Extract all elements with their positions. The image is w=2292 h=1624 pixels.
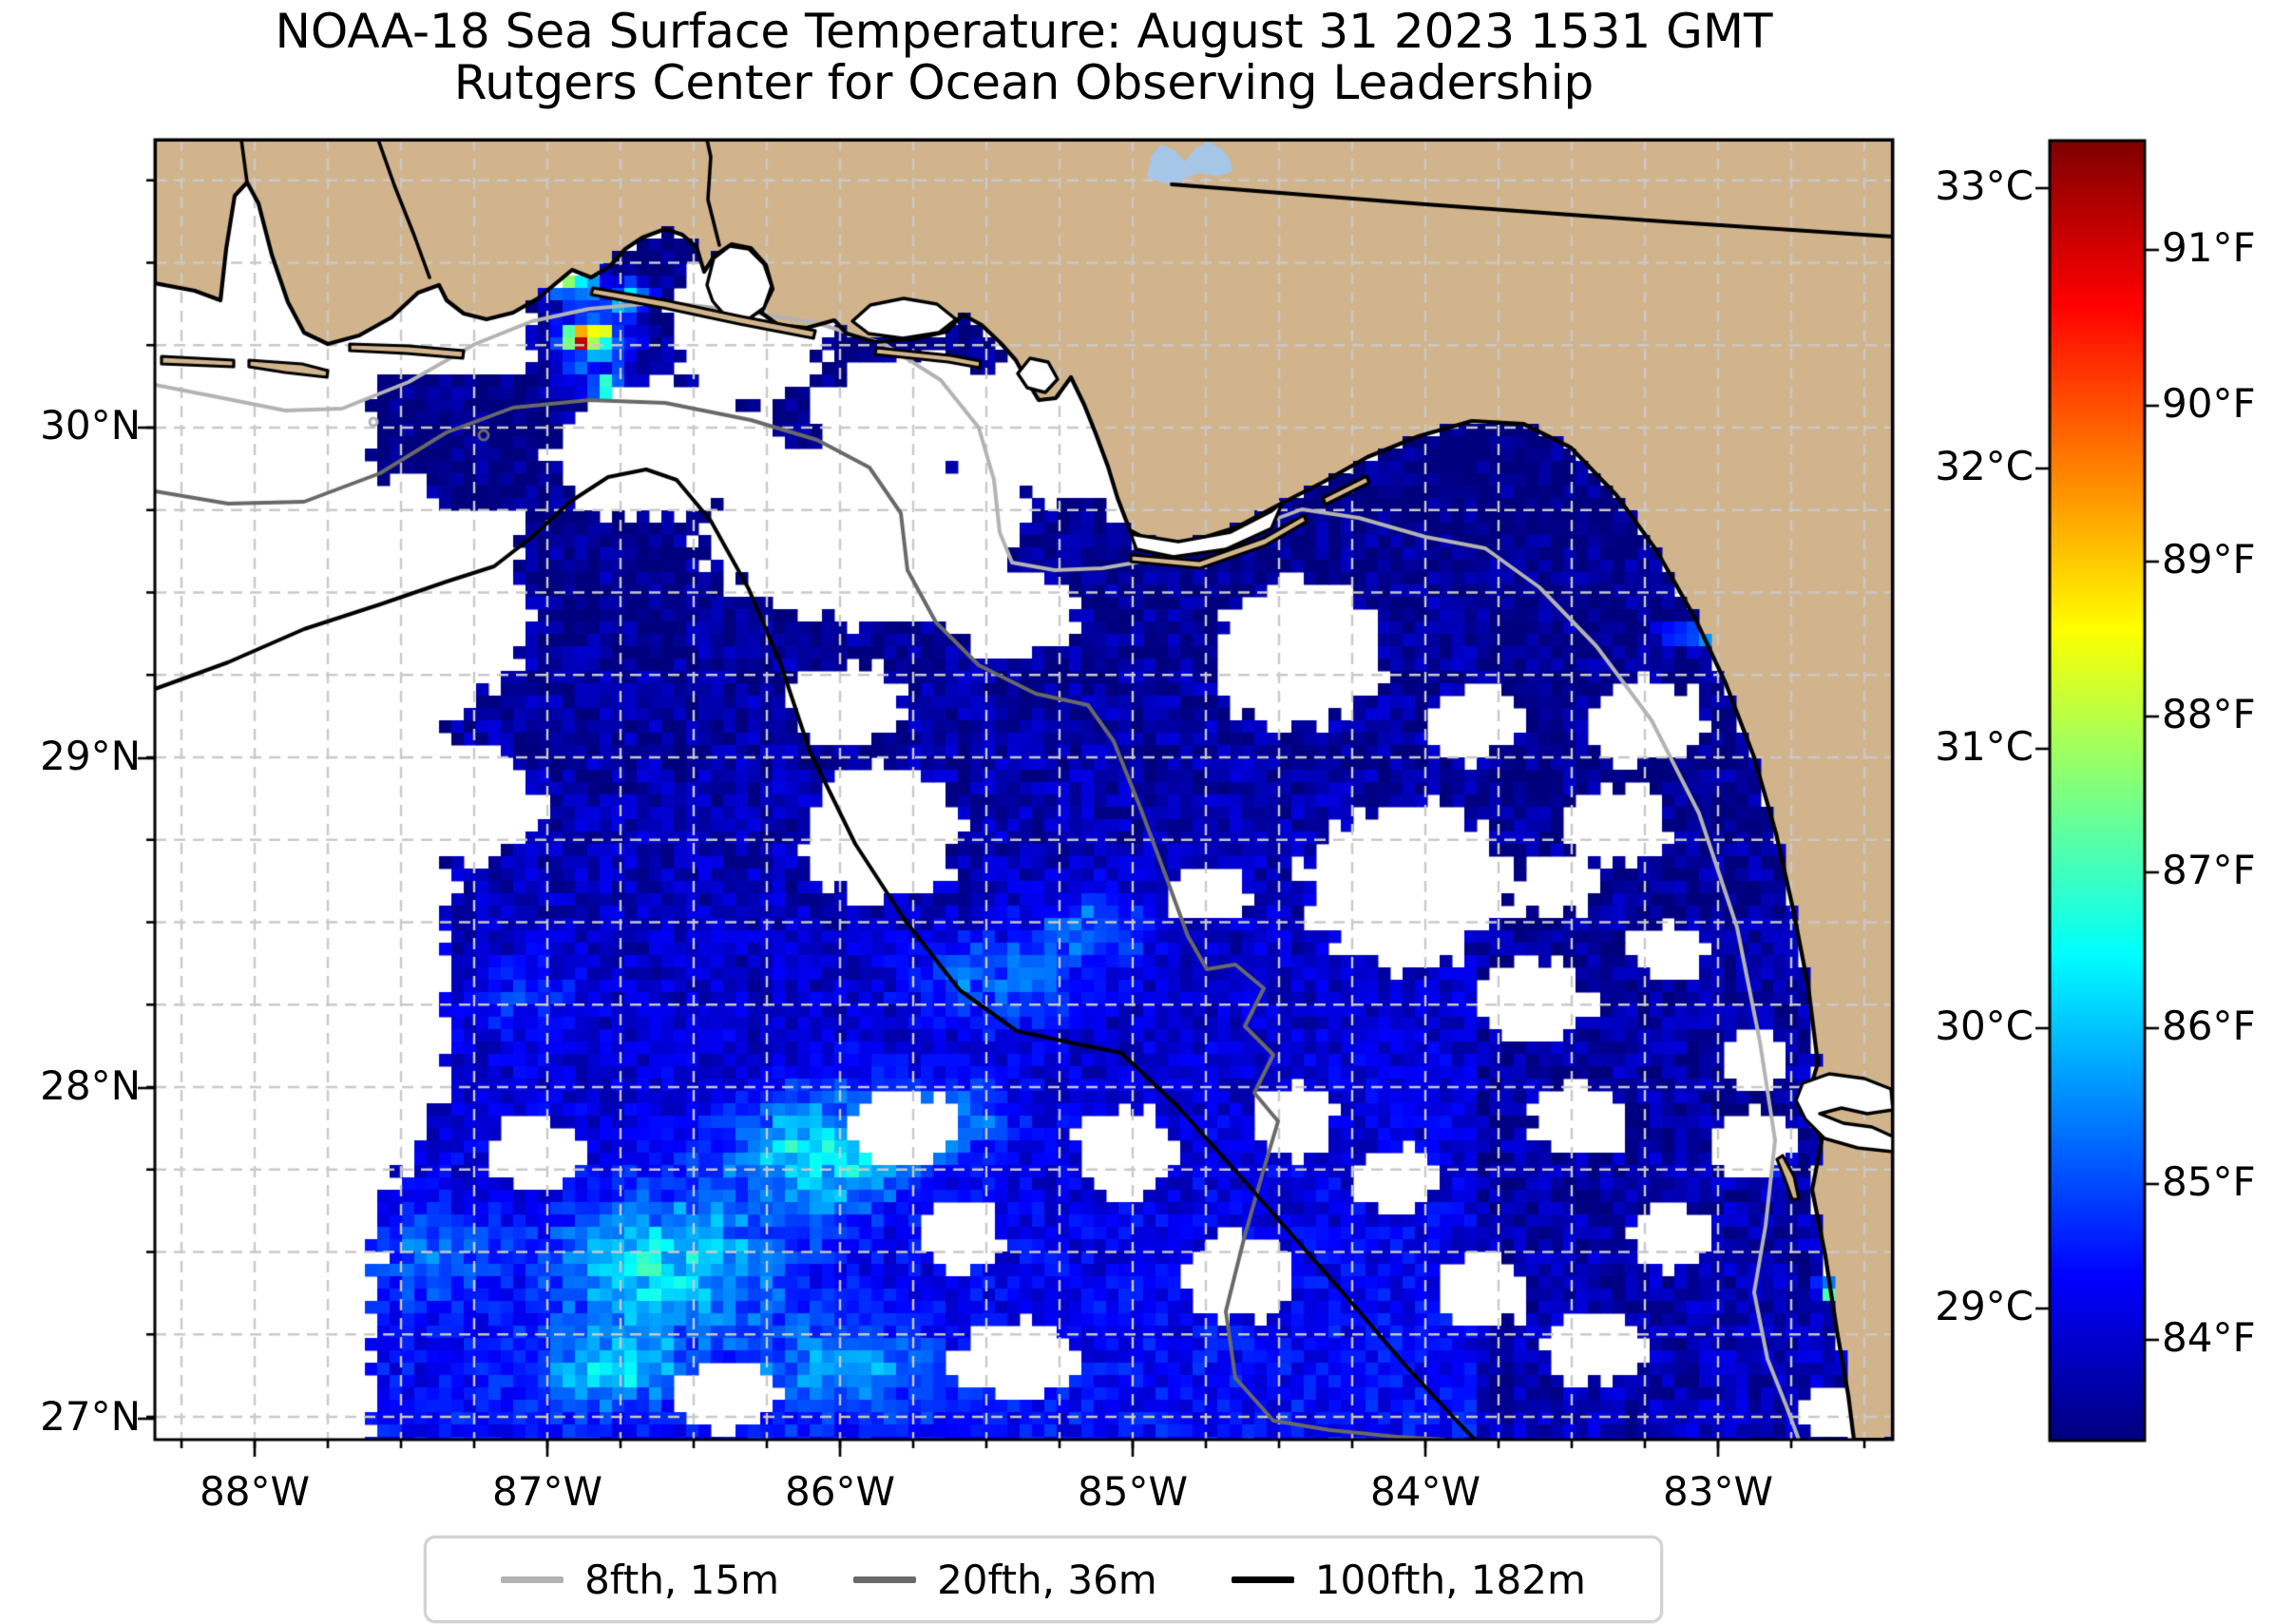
- colorbar-fahrenheit-label: 90°F: [2162, 380, 2256, 428]
- colorbar-celsius-label: 32°C: [1935, 443, 2034, 490]
- x-tick-label: 85°W: [1078, 1468, 1188, 1515]
- contour-line-swatch-100fth: [1231, 1576, 1294, 1583]
- legend-label-8fth: 8fth, 15m: [584, 1556, 779, 1603]
- colorbar-celsius-label: 33°C: [1935, 162, 2034, 210]
- colorbar-fahrenheit-label: 87°F: [2162, 847, 2256, 894]
- legend-label-100fth: 100fth, 182m: [1314, 1556, 1586, 1603]
- x-tick-label: 87°W: [492, 1468, 602, 1515]
- bathymetry-legend: 8fth, 15m 20fth, 36m 100fth, 182m: [424, 1536, 1663, 1623]
- colorbar-fahrenheit-label: 88°F: [2162, 691, 2256, 738]
- contour-line-swatch-20fth: [853, 1576, 917, 1583]
- colorbar-fahrenheit-label: 89°F: [2162, 536, 2256, 583]
- y-tick-label: 27°N: [40, 1393, 141, 1441]
- legend-item-20fth: 20fth, 36m: [853, 1557, 1157, 1603]
- contour-line-swatch-8fth: [501, 1576, 564, 1583]
- x-tick-label: 88°W: [200, 1468, 310, 1515]
- colorbar-celsius-label: 31°C: [1935, 723, 2034, 771]
- y-tick-label: 29°N: [40, 733, 141, 780]
- colorbar-fahrenheit-label: 91°F: [2162, 224, 2256, 272]
- title-line-1: NOAA-18 Sea Surface Temperature: August …: [275, 4, 1773, 59]
- legend-label-20fth: 20fth, 36m: [937, 1556, 1157, 1603]
- x-tick-label: 84°W: [1370, 1468, 1480, 1515]
- colorbar-celsius-label: 29°C: [1935, 1283, 2034, 1330]
- y-tick-label: 28°N: [40, 1062, 141, 1110]
- y-tick-label: 30°N: [40, 402, 141, 449]
- colorbar-celsius-label: 30°C: [1935, 1003, 2034, 1050]
- figure-title: NOAA-18 Sea Surface Temperature: August …: [155, 6, 1893, 108]
- colorbar-fahrenheit-label: 86°F: [2162, 1003, 2256, 1050]
- legend-item-100fth: 100fth, 182m: [1231, 1556, 1586, 1603]
- legend-item-8fth: 8fth, 15m: [501, 1557, 779, 1603]
- colorbar-fahrenheit-label: 85°F: [2162, 1158, 2256, 1206]
- colorbar-fahrenheit-label: 84°F: [2162, 1314, 2256, 1362]
- x-tick-label: 83°W: [1663, 1468, 1773, 1515]
- title-line-2: Rutgers Center for Ocean Observing Leade…: [453, 55, 1595, 110]
- x-tick-label: 86°W: [785, 1468, 895, 1515]
